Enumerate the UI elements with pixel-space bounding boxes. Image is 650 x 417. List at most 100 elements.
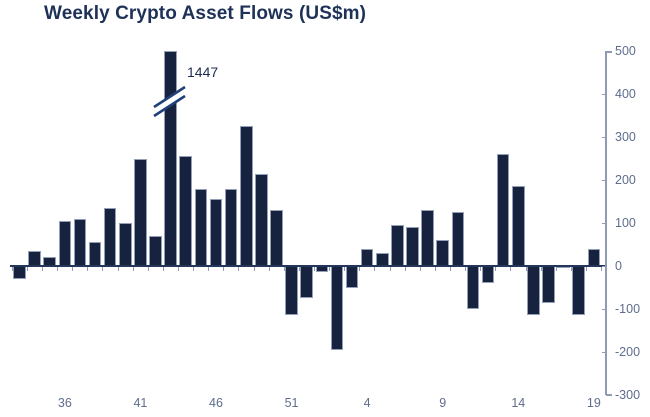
bar-week-10 — [451, 212, 465, 266]
x-axis-label-week-51: 51 — [284, 396, 299, 410]
bar-week-12 — [481, 266, 495, 284]
x-axis-tick — [540, 267, 542, 271]
bar-week-13 — [496, 154, 510, 266]
x-axis-tick — [102, 267, 104, 271]
x-axis-tick — [329, 267, 331, 271]
bar-week-18 — [572, 266, 586, 316]
x-axis-tick — [419, 267, 421, 271]
bar-week-16 — [542, 266, 555, 303]
bar-week-3 — [345, 266, 359, 288]
bar-week-50 — [270, 210, 283, 266]
x-axis-tick — [555, 267, 557, 271]
bar-week-47 — [224, 188, 238, 266]
bar-week-14 — [511, 186, 525, 266]
x-axis-label-week-19: 19 — [586, 396, 601, 410]
y-axis-label--300: -300 — [615, 388, 641, 402]
bar-week-43 — [164, 51, 177, 266]
bar-week-39 — [103, 207, 117, 266]
y-axis-label-0: 0 — [615, 259, 622, 273]
x-axis-tick — [374, 267, 376, 271]
y-axis-tick — [606, 51, 612, 53]
y-axis-label-200: 200 — [615, 173, 636, 187]
x-axis-tick — [283, 267, 285, 271]
x-axis-tick — [72, 267, 74, 271]
bar-week-40 — [119, 223, 132, 266]
y-axis-tick — [601, 137, 606, 139]
x-axis-tick — [601, 267, 603, 271]
y-axis-label-500: 500 — [615, 44, 636, 58]
x-axis-tick — [177, 267, 179, 271]
y-axis-tick — [601, 180, 606, 182]
x-axis-tick — [404, 267, 406, 271]
x-axis-tick — [223, 267, 225, 271]
y-axis-label-100: 100 — [615, 216, 636, 230]
bar-week-42 — [149, 235, 162, 266]
x-axis-tick — [147, 267, 149, 271]
x-axis-tick — [238, 267, 240, 271]
bar-week-15 — [527, 266, 540, 316]
bar-week-37 — [73, 218, 87, 266]
x-axis-tick — [117, 267, 119, 271]
x-axis-tick — [344, 267, 346, 271]
bar-week-19 — [587, 248, 601, 266]
x-axis-tick — [495, 267, 497, 271]
peak-value-label: 1447 — [187, 64, 219, 80]
bar-week-11 — [466, 266, 480, 309]
y-axis-tick — [601, 94, 606, 96]
x-axis-tick — [525, 267, 527, 271]
x-axis-tick — [434, 267, 436, 271]
y-axis-tick — [601, 309, 606, 311]
x-axis-label-week-9: 9 — [439, 396, 447, 410]
y-axis-tick — [601, 266, 606, 268]
x-axis-tick — [570, 267, 572, 271]
y-axis-label-400: 400 — [615, 87, 636, 101]
x-axis-tick — [450, 267, 452, 271]
x-axis-label-week-14: 14 — [511, 396, 526, 410]
x-axis-tick — [268, 267, 270, 271]
x-axis-label-week-4: 4 — [363, 396, 371, 410]
x-axis-tick — [87, 267, 89, 271]
bar-week-7 — [406, 227, 419, 266]
x-axis-tick — [480, 267, 482, 271]
x-axis-label-week-41: 41 — [133, 396, 148, 410]
x-axis-tick — [314, 267, 315, 271]
x-axis-tick — [57, 267, 59, 271]
bar-week-6 — [391, 225, 404, 266]
y-axis-label--100: -100 — [615, 302, 641, 316]
bar-week-8 — [421, 210, 434, 266]
x-axis-tick — [41, 267, 43, 271]
x-axis-tick — [465, 267, 467, 271]
y-axis-tick — [606, 394, 612, 396]
bar-week-36 — [58, 220, 72, 266]
x-axis-tick — [26, 267, 28, 271]
x-axis-tick — [389, 267, 391, 271]
bar-week-9 — [436, 240, 449, 266]
y-axis-label-300: 300 — [615, 130, 636, 144]
x-axis-tick — [253, 267, 255, 271]
bar-week-48 — [239, 126, 253, 266]
bar-week-52 — [300, 266, 313, 299]
bar-week-41 — [134, 158, 147, 266]
y-axis-label--200: -200 — [615, 345, 641, 359]
x-axis-tick — [359, 267, 361, 271]
y-axis-tick — [601, 352, 606, 354]
x-axis-label-week-36: 36 — [57, 396, 72, 410]
x-axis-tick — [510, 267, 512, 271]
bar-week-34 — [28, 250, 41, 266]
y-axis-tick — [601, 223, 606, 225]
bar-week-46 — [209, 199, 223, 266]
bar-week-44 — [179, 156, 193, 266]
bar-week-51 — [285, 266, 298, 316]
bar-week-33 — [13, 266, 26, 279]
bar-week-45 — [194, 188, 208, 266]
bar-week-38 — [88, 242, 102, 266]
chart-title: Weekly Crypto Asset Flows (US$m) — [44, 3, 367, 24]
bar-week-49 — [255, 173, 268, 266]
x-axis-tick — [193, 267, 195, 271]
y-axis-line — [605, 51, 607, 395]
x-axis-tick — [162, 267, 164, 271]
bar-week-2 — [330, 266, 344, 350]
